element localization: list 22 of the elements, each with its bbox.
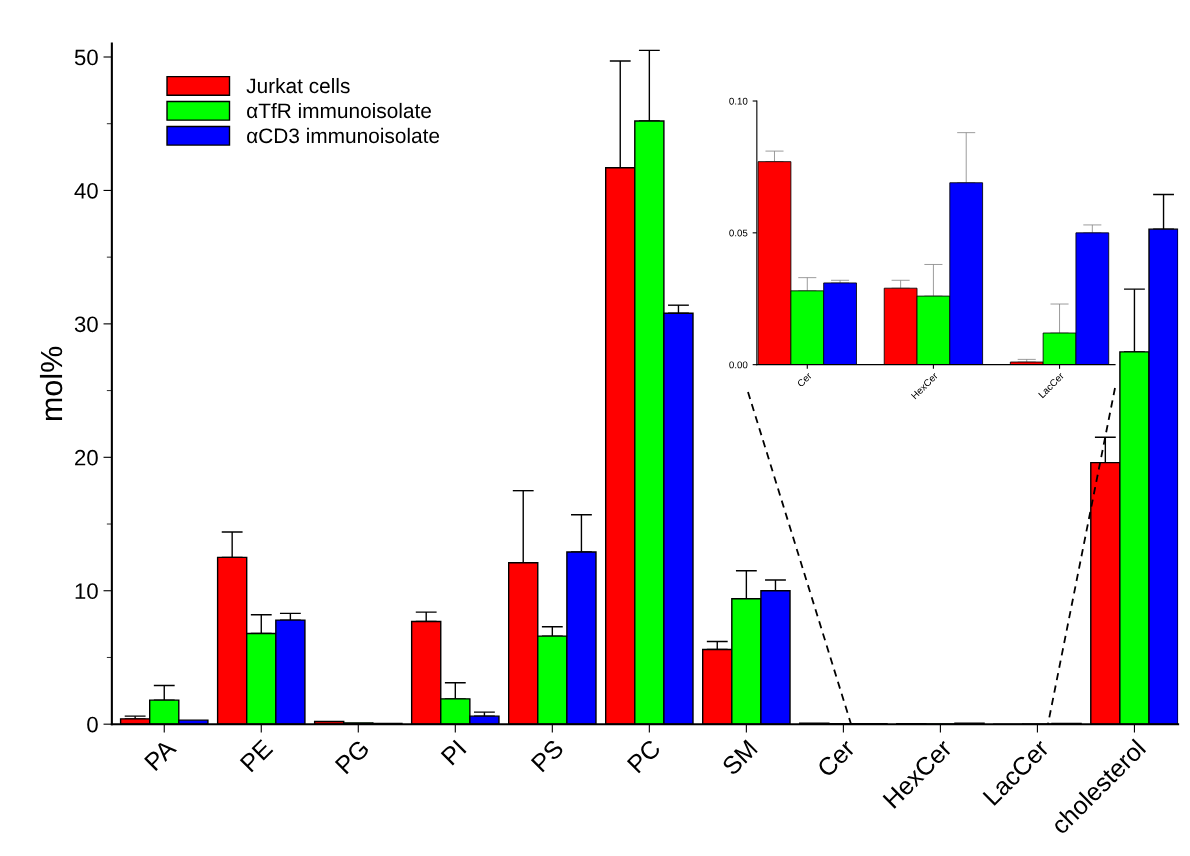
y-tick-label: 0.00 (729, 361, 748, 369)
y-tick-label: 40 (74, 182, 98, 199)
legend-label: αTfR immunoisolate (247, 102, 431, 119)
x-tick-label: PS (530, 738, 565, 773)
y-tick-label: 0.05 (729, 229, 748, 237)
y-tick-label: 50 (74, 49, 98, 66)
x-tick-label: PI (440, 739, 467, 766)
x-tick-label: PG (334, 739, 370, 775)
x-tick-label: Cer (796, 371, 813, 388)
y-tick-label: 30 (74, 316, 98, 333)
x-tick-label: Cer (816, 738, 857, 778)
y-tick-label: 10 (75, 583, 98, 600)
y-tick-label: 0 (87, 716, 98, 733)
x-tick-label: PA (144, 738, 178, 772)
y-tick-label: 0.10 (729, 97, 748, 105)
legend-label: Jurkat cells (246, 77, 350, 94)
x-tick-label: PE (239, 738, 274, 773)
x-tick-label: PC (626, 738, 662, 774)
y-tick-label: 20 (75, 449, 98, 466)
x-tick-label: SM (721, 739, 758, 777)
legend-label: αCD3 immunoisolate (247, 127, 440, 144)
y-axis-title: mol% (39, 346, 63, 421)
